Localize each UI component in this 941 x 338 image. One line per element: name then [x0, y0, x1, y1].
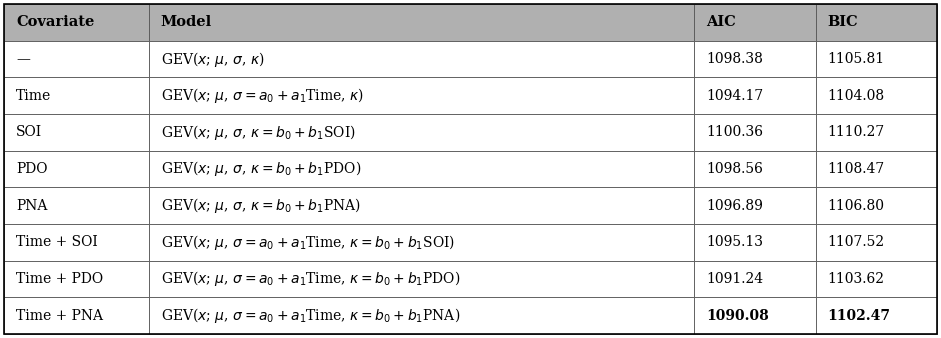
Bar [816, 297, 937, 334]
Bar [816, 114, 937, 151]
Bar [4, 4, 149, 41]
Text: 1102.47: 1102.47 [828, 309, 891, 323]
Text: PDO: PDO [16, 162, 47, 176]
Bar [149, 261, 694, 297]
Text: —: — [16, 52, 30, 66]
Bar [4, 151, 149, 187]
Bar [694, 261, 816, 297]
Bar [694, 224, 816, 261]
Text: 1108.47: 1108.47 [828, 162, 885, 176]
Bar [4, 114, 149, 151]
Text: SOI: SOI [16, 125, 42, 139]
Bar [694, 77, 816, 114]
Bar [816, 187, 937, 224]
Bar [4, 187, 149, 224]
Text: BIC: BIC [828, 15, 858, 29]
Text: 1107.52: 1107.52 [828, 235, 885, 249]
Bar [694, 187, 816, 224]
Text: GEV($x$; $\mu$, $\sigma = a_0 + a_1$Time, $\kappa$): GEV($x$; $\mu$, $\sigma = a_0 + a_1$Time… [161, 86, 363, 105]
Bar [816, 41, 937, 77]
Bar [694, 297, 816, 334]
Text: 1094.17: 1094.17 [707, 89, 764, 103]
Text: 1098.56: 1098.56 [707, 162, 763, 176]
Text: 1091.24: 1091.24 [707, 272, 763, 286]
Text: Model: Model [161, 15, 212, 29]
Text: 1090.08: 1090.08 [707, 309, 769, 323]
Bar [4, 224, 149, 261]
Bar [149, 114, 694, 151]
Text: Time + PDO: Time + PDO [16, 272, 104, 286]
Text: GEV($x$; $\mu$, $\sigma = a_0 + a_1$Time, $\kappa = b_0 + b_1$PDO): GEV($x$; $\mu$, $\sigma = a_0 + a_1$Time… [161, 269, 460, 289]
Bar [816, 261, 937, 297]
Bar [694, 41, 816, 77]
Text: 1104.08: 1104.08 [828, 89, 885, 103]
Text: Time + PNA: Time + PNA [16, 309, 103, 323]
Bar [694, 151, 816, 187]
Bar [149, 187, 694, 224]
Text: Time + SOI: Time + SOI [16, 235, 98, 249]
Text: GEV($x$; $\mu$, $\sigma$, $\kappa = b_0 + b_1$PDO): GEV($x$; $\mu$, $\sigma$, $\kappa = b_0 … [161, 160, 361, 178]
Bar [149, 4, 694, 41]
Text: 1105.81: 1105.81 [828, 52, 885, 66]
Text: Time: Time [16, 89, 51, 103]
Bar [4, 77, 149, 114]
Text: AIC: AIC [707, 15, 736, 29]
Text: GEV($x$; $\mu$, $\sigma$, $\kappa$): GEV($x$; $\mu$, $\sigma$, $\kappa$) [161, 49, 264, 69]
Text: 1095.13: 1095.13 [707, 235, 763, 249]
Bar [149, 151, 694, 187]
Text: GEV($x$; $\mu$, $\sigma$, $\kappa = b_0 + b_1$PNA): GEV($x$; $\mu$, $\sigma$, $\kappa = b_0 … [161, 196, 360, 215]
Bar [149, 224, 694, 261]
Text: 1103.62: 1103.62 [828, 272, 885, 286]
Bar [4, 261, 149, 297]
Bar [694, 4, 816, 41]
Bar [694, 114, 816, 151]
Bar [816, 151, 937, 187]
Text: PNA: PNA [16, 199, 47, 213]
Bar [816, 77, 937, 114]
Text: GEV($x$; $\mu$, $\sigma = a_0 + a_1$Time, $\kappa = b_0 + b_1$SOI): GEV($x$; $\mu$, $\sigma = a_0 + a_1$Time… [161, 233, 455, 252]
Bar [816, 224, 937, 261]
Text: 1110.27: 1110.27 [828, 125, 885, 139]
Text: GEV($x$; $\mu$, $\sigma$, $\kappa = b_0 + b_1$SOI): GEV($x$; $\mu$, $\sigma$, $\kappa = b_0 … [161, 123, 356, 142]
Bar [4, 297, 149, 334]
Text: Covariate: Covariate [16, 15, 94, 29]
Bar [149, 297, 694, 334]
Bar [149, 77, 694, 114]
Bar [816, 4, 937, 41]
Text: GEV($x$; $\mu$, $\sigma = a_0 + a_1$Time, $\kappa = b_0 + b_1$PNA): GEV($x$; $\mu$, $\sigma = a_0 + a_1$Time… [161, 306, 460, 325]
Bar [4, 41, 149, 77]
Text: 1100.36: 1100.36 [707, 125, 763, 139]
Text: 1098.38: 1098.38 [707, 52, 763, 66]
Bar [149, 41, 694, 77]
Text: 1106.80: 1106.80 [828, 199, 885, 213]
Text: 1096.89: 1096.89 [707, 199, 763, 213]
